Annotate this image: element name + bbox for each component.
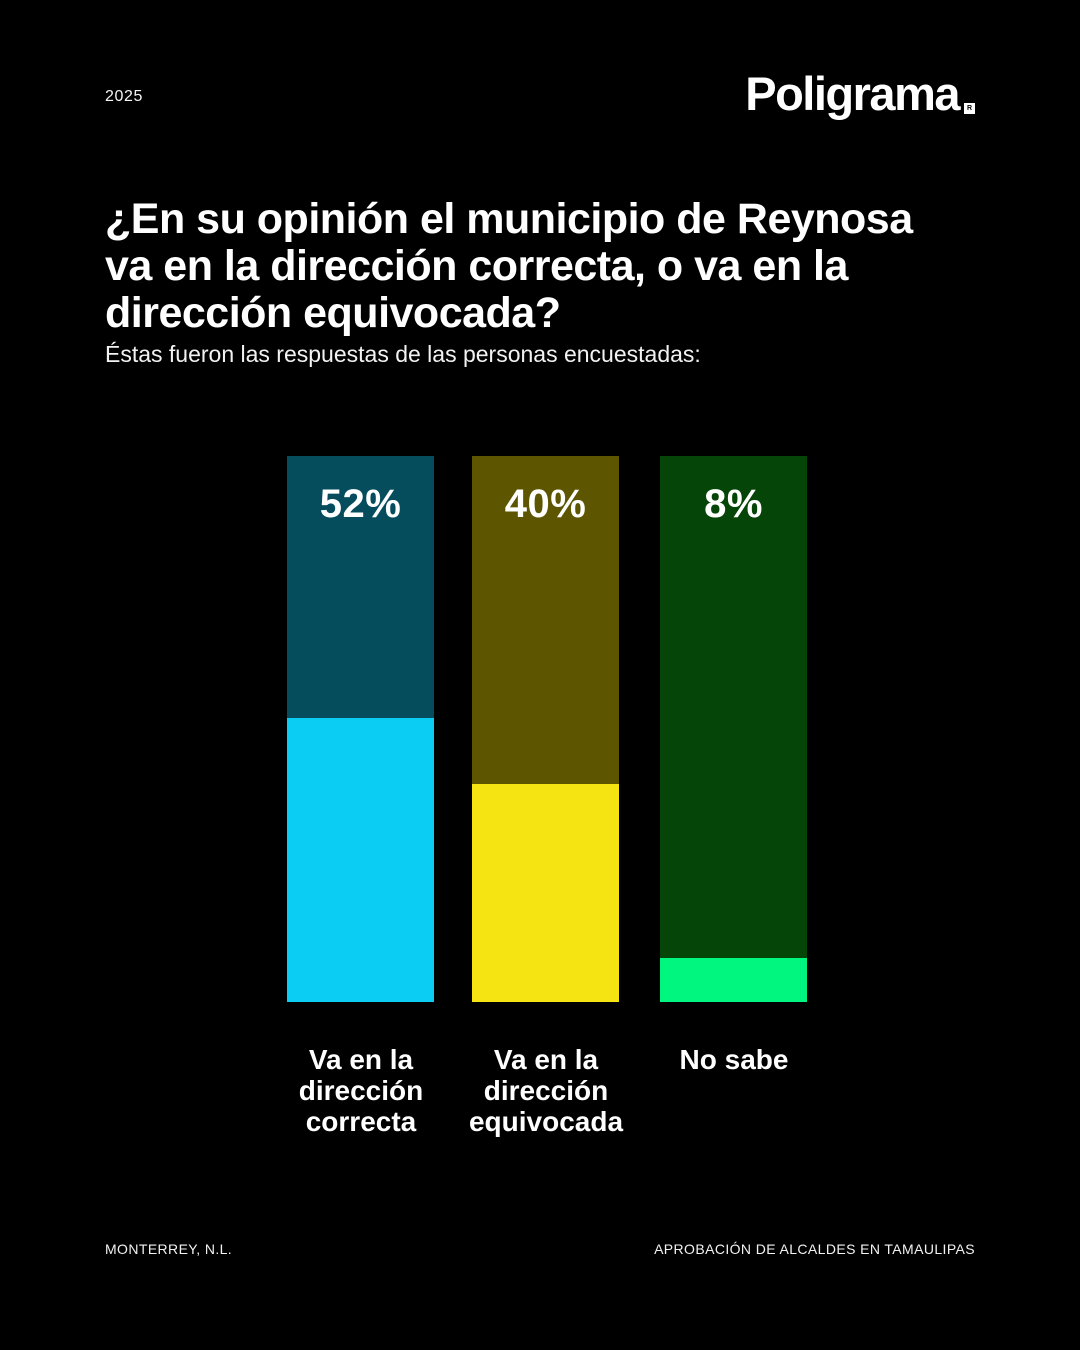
bar-direccion-equivocada: 40% [472,456,619,1002]
bar-direccion-correcta: 52% [287,456,434,1002]
bar-no-sabe: 8% [660,456,807,1002]
category-label-correcta: Va en la dirección correcta [298,1044,424,1137]
footer-location: MONTERREY, N.L. [105,1241,233,1257]
bar-fill [472,783,619,1002]
bar-value-label: 52% [319,482,402,526]
bar-chart: 52% 40% 8% [0,456,1080,1002]
bar-fill [660,958,807,1002]
category-label-equivocada: Va en la dirección equivocada [468,1044,624,1137]
year-label: 2025 [105,88,143,105]
brand-wordmark: Poligrama [745,67,960,120]
question-subtitle: Éstas fueron las respuestas de las perso… [105,341,701,367]
brand-logo: Poligrama R [745,66,975,121]
question-title: ¿En su opinión el municipio de Reynosa v… [105,195,913,337]
bar-value-label: 40% [504,482,587,526]
bar-value-label: 8% [704,482,763,526]
registered-trademark-icon: R [964,103,975,114]
category-label-no-sabe: No sabe [679,1044,789,1075]
bar-fill [287,718,434,1002]
footer-topic: APROBACIÓN DE ALCALDES EN TAMAULIPAS [654,1241,975,1257]
